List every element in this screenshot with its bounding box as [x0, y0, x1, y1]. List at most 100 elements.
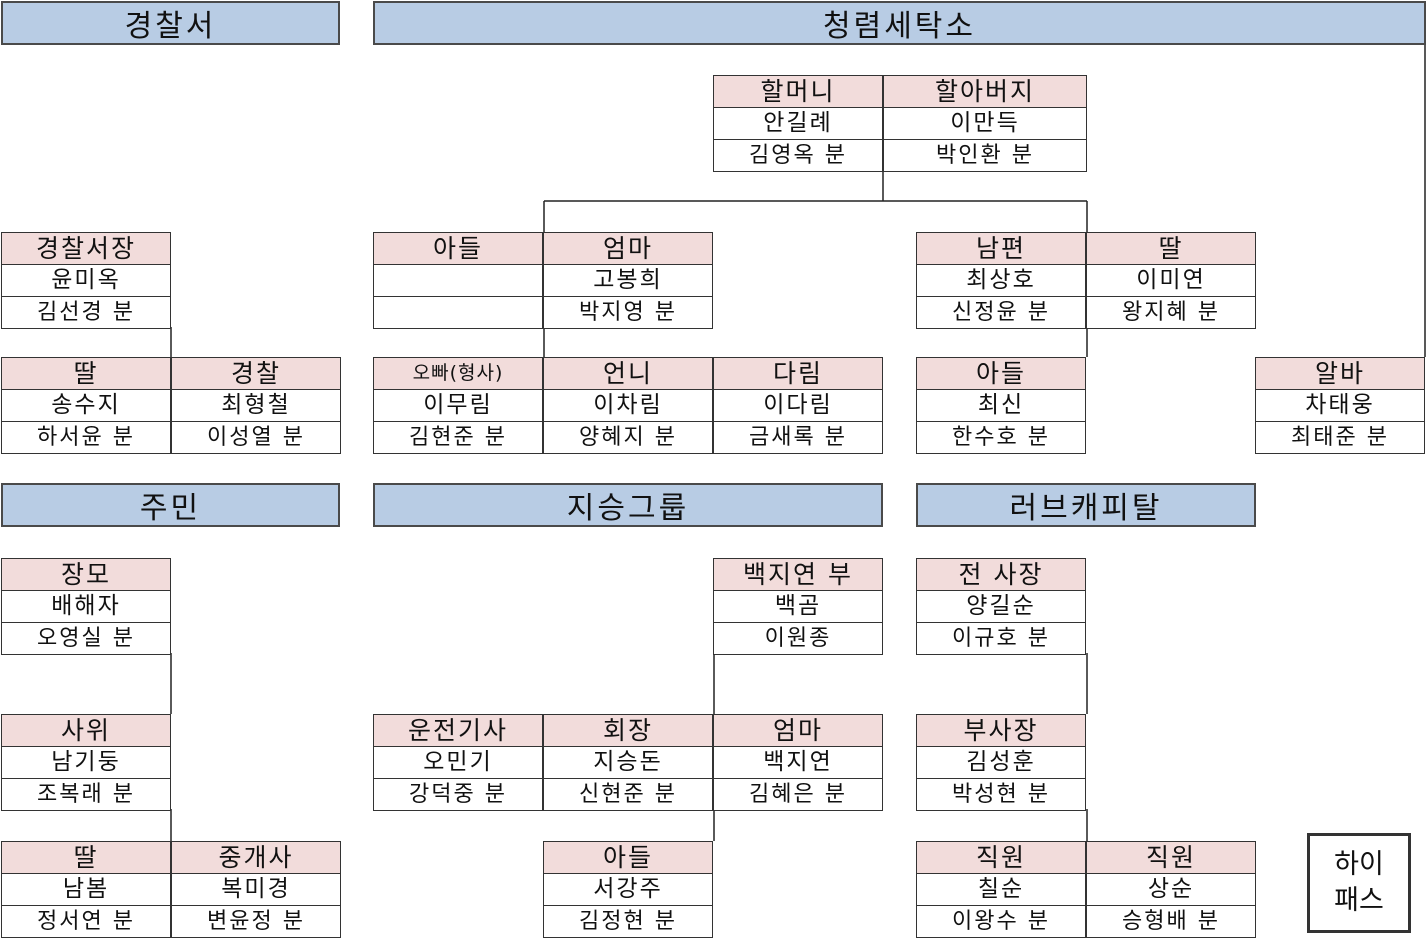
character-card-son-a: 아들 — [373, 232, 543, 329]
actor-name: 김선경 분 — [37, 300, 135, 325]
character-card-ex-president: 전 사장 양길순 이규호 분 — [916, 558, 1086, 655]
character-name: 최상호 — [917, 265, 1085, 297]
character-name: 백곰 — [714, 591, 882, 623]
actor-name: 김현준 분 — [409, 425, 507, 450]
section-header-residents: 주민 — [1, 483, 340, 527]
actor-name: 한수호 분 — [952, 425, 1050, 450]
role-label: 부사장 — [917, 715, 1085, 747]
character-name: 상순 — [1087, 874, 1255, 906]
role-label: 회장 — [544, 715, 712, 747]
character-card-mom-a: 엄마 고봉희 박지영 분 — [543, 232, 713, 329]
role-label: 중개사 — [172, 842, 340, 874]
actor-name: 김영옥 분 — [749, 143, 847, 168]
role-label: 엄마 — [714, 715, 882, 747]
character-name: 고봉희 — [544, 265, 712, 297]
character-card-grandma: 할머니 안길례 김영옥 분 — [713, 75, 883, 172]
character-card-daughter-p: 딸 송수지 하서윤 분 — [1, 357, 171, 454]
character-name: 최신 — [917, 390, 1085, 422]
actor-name: 이원종 — [764, 626, 832, 651]
character-name: 배해자 — [2, 591, 170, 623]
role-label: 엄마 — [544, 233, 712, 265]
actor-name: 왕지혜 분 — [1122, 300, 1220, 325]
character-name: 남봄 — [2, 874, 170, 906]
character-name: 칠순 — [917, 874, 1085, 906]
character-card-mother-in-law: 장모 배해자 오영실 분 — [1, 558, 171, 655]
character-name: 김성훈 — [917, 747, 1085, 779]
actor-name: 이성열 분 — [207, 425, 305, 450]
role-label: 딸 — [1087, 233, 1255, 265]
role-label: 사위 — [2, 715, 170, 747]
actor-name: 박성현 분 — [952, 782, 1050, 807]
role-label: 경찰 — [172, 358, 340, 390]
character-name: 오민기 — [374, 747, 542, 779]
role-label: 장모 — [2, 559, 170, 591]
character-card-staff1: 직원 칠순 이왕수 분 — [916, 841, 1086, 938]
character-card-darim: 다림 이다림 금새록 분 — [713, 357, 883, 454]
character-name: 백지연 — [714, 747, 882, 779]
hipass-line1: 하이 — [1334, 849, 1384, 880]
actor-name: 승형배 분 — [1122, 909, 1220, 934]
character-card-mom-j: 엄마 백지연 김혜은 분 — [713, 714, 883, 811]
character-card-daughter-a: 딸 이미연 왕지혜 분 — [1086, 232, 1256, 329]
character-card-vice-president: 부사장 김성훈 박성현 분 — [916, 714, 1086, 811]
role-label: 다림 — [714, 358, 882, 390]
actor-name: 강덕중 분 — [409, 782, 507, 807]
character-card-officer: 경찰 최형철 이성열 분 — [171, 357, 341, 454]
hipass-box: 하이 패스 — [1307, 833, 1411, 933]
character-name: 복미경 — [172, 874, 340, 906]
character-card-sister: 언니 이차림 양혜지 분 — [543, 357, 713, 454]
section-header-love-capital: 러브캐피탈 — [916, 483, 1256, 527]
actor-name: 박인환 분 — [936, 143, 1034, 168]
role-label: 알바 — [1256, 358, 1424, 390]
character-name: 이미연 — [1087, 265, 1255, 297]
character-card-son-j: 아들 서강주 김정현 분 — [543, 841, 713, 938]
character-name: 이차림 — [544, 390, 712, 422]
character-name: 남기둥 — [2, 747, 170, 779]
character-name — [374, 265, 542, 297]
actor-name: 하서윤 분 — [37, 425, 135, 450]
role-label: 할머니 — [714, 76, 882, 108]
character-card-baek-father: 백지연 부 백곰 이원종 — [713, 558, 883, 655]
character-card-daughter-r: 딸 남봄 정서연 분 — [1, 841, 171, 938]
character-name: 안길례 — [714, 108, 882, 140]
character-name: 이무림 — [374, 390, 542, 422]
character-name: 송수지 — [2, 390, 170, 422]
character-name: 지승돈 — [544, 747, 712, 779]
role-label: 직원 — [917, 842, 1085, 874]
role-label: 경찰서장 — [2, 233, 170, 265]
role-label: 딸 — [2, 842, 170, 874]
character-name: 이다림 — [714, 390, 882, 422]
actor-name: 이왕수 분 — [952, 909, 1050, 934]
actor-name: 최태준 분 — [1291, 425, 1389, 450]
character-card-parttime: 알바 차태웅 최태준 분 — [1255, 357, 1425, 454]
section-header-laundry: 청렴세탁소 — [373, 1, 1426, 45]
role-label: 언니 — [544, 358, 712, 390]
character-name: 차태웅 — [1256, 390, 1424, 422]
role-label: 할아버지 — [884, 76, 1086, 108]
role-label: 딸 — [2, 358, 170, 390]
actor-name: 신현준 분 — [579, 782, 677, 807]
character-card-driver: 운전기사 오민기 강덕중 분 — [373, 714, 543, 811]
character-card-son-b: 아들 최신 한수호 분 — [916, 357, 1086, 454]
character-name: 최형철 — [172, 390, 340, 422]
role-label: 직원 — [1087, 842, 1255, 874]
section-header-police: 경찰서 — [1, 1, 340, 45]
role-label: 운전기사 — [374, 715, 542, 747]
actor-name: 김혜은 분 — [749, 782, 847, 807]
role-label: 오빠(형사) — [374, 358, 542, 390]
actor-name: 김정현 분 — [579, 909, 677, 934]
role-label: 아들 — [374, 233, 542, 265]
character-name: 이만득 — [884, 108, 1086, 140]
actor-name: 박지영 분 — [579, 300, 677, 325]
character-card-chairman: 회장 지승돈 신현준 분 — [543, 714, 713, 811]
actor-name: 양혜지 분 — [579, 425, 677, 450]
actor-name: 금새록 분 — [749, 425, 847, 450]
character-card-staff2: 직원 상순 승형배 분 — [1086, 841, 1256, 938]
character-card-chief: 경찰서장 윤미옥 김선경 분 — [1, 232, 171, 329]
character-name: 서강주 — [544, 874, 712, 906]
actor-name: 조복래 분 — [37, 782, 135, 807]
role-label: 백지연 부 — [714, 559, 882, 591]
actor-name: 신정윤 분 — [952, 300, 1050, 325]
hipass-line2: 패스 — [1334, 885, 1384, 916]
